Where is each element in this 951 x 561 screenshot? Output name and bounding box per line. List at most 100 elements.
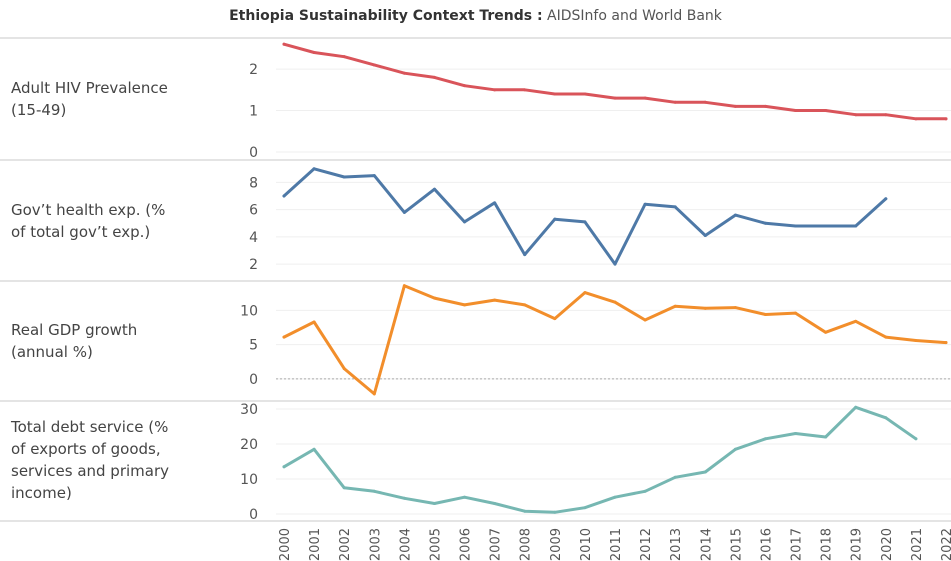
- y-tick-label: 20: [240, 437, 258, 453]
- data-point-gdp: [432, 296, 436, 300]
- y-tick-label: 10: [240, 472, 258, 488]
- x-tick-label: 2009: [549, 528, 564, 561]
- chart-title: Ethiopia Sustainability Context Trends :…: [0, 8, 951, 24]
- x-tick-label: 2019: [850, 528, 865, 561]
- data-point-gdp: [884, 335, 888, 339]
- data-point-gdp: [613, 300, 617, 304]
- x-tick-label: 2007: [489, 528, 504, 561]
- data-point-debt: [673, 475, 677, 479]
- x-tick-label: 2021: [910, 528, 925, 561]
- chart-title-bold: Ethiopia Sustainability Context Trends :: [229, 8, 543, 24]
- x-tick-label: 2022: [940, 528, 951, 561]
- x-tick-label: 2001: [308, 528, 323, 561]
- data-point-hiv: [372, 63, 376, 67]
- row-label-health-exp: Gov’t health exp. (% of total gov’t exp.…: [11, 199, 165, 243]
- x-tick-label: 2000: [278, 528, 293, 561]
- data-point-gdp: [493, 298, 497, 302]
- data-point-gdp: [824, 330, 828, 334]
- data-point-hiv: [282, 42, 286, 46]
- data-point-debt: [553, 510, 557, 514]
- series-line-health: [282, 167, 888, 266]
- row-label-line: services and primary: [11, 462, 170, 480]
- x-tick-label: 2015: [729, 528, 744, 561]
- series-line-debt: [282, 405, 918, 514]
- data-point-debt: [282, 465, 286, 469]
- data-point-debt: [854, 405, 858, 409]
- data-point-debt: [884, 416, 888, 420]
- data-point-gdp: [643, 318, 647, 322]
- data-point-debt: [342, 486, 346, 490]
- row-label-line: of exports of goods,: [11, 440, 161, 458]
- data-point-debt: [733, 447, 737, 451]
- x-tick-label: 2017: [790, 528, 805, 561]
- data-point-hiv: [733, 104, 737, 108]
- y-tick-label: 8: [249, 175, 258, 191]
- data-point-debt: [763, 437, 767, 441]
- y-tick-label: 0: [249, 145, 258, 161]
- data-point-debt: [312, 447, 316, 451]
- data-point-health: [763, 221, 767, 225]
- row-label-hiv: Adult HIV Prevalence (15-49): [11, 77, 168, 121]
- y-tick-label: 1: [249, 104, 258, 120]
- row-label-gdp-growth: Real GDP growth (annual %): [11, 319, 137, 363]
- data-point-gdp: [553, 317, 557, 321]
- data-point-hiv: [824, 109, 828, 113]
- row-label-line: Total debt service (%: [11, 418, 169, 436]
- data-point-debt: [914, 437, 918, 441]
- y-tick-label: 5: [249, 338, 258, 354]
- data-point-health: [794, 224, 798, 228]
- data-point-debt: [794, 432, 798, 435]
- data-point-health: [342, 175, 346, 179]
- data-point-hiv: [643, 96, 647, 100]
- data-point-gdp: [673, 304, 677, 308]
- data-point-hiv: [854, 113, 858, 117]
- x-tick-label: 2014: [699, 528, 714, 561]
- row-label-line: (annual %): [11, 343, 93, 361]
- row-label-line: Adult HIV Prevalence: [11, 79, 168, 97]
- y-tick-label: 0: [249, 372, 258, 388]
- x-tick-label: 2016: [759, 528, 774, 561]
- data-point-debt: [402, 496, 406, 500]
- x-tick-label: 2006: [459, 528, 474, 561]
- data-point-gdp: [794, 311, 798, 315]
- series-line-hiv: [282, 42, 948, 121]
- data-point-gdp: [914, 339, 918, 342]
- data-point-hiv: [553, 92, 557, 96]
- row-label-line: Real GDP growth: [11, 321, 138, 339]
- data-point-health: [372, 174, 376, 178]
- data-point-hiv: [763, 104, 767, 108]
- y-tick-label: 6: [249, 203, 258, 219]
- x-tick-label: 2004: [398, 528, 413, 561]
- data-point-health: [643, 202, 647, 206]
- data-point-hiv: [463, 84, 467, 88]
- data-point-health: [493, 201, 497, 205]
- data-point-hiv: [493, 88, 497, 92]
- data-point-health: [432, 187, 436, 191]
- data-point-gdp: [703, 306, 707, 310]
- data-point-gdp: [372, 392, 376, 396]
- x-tick-label: 2012: [639, 528, 654, 561]
- x-tick-label: 2002: [338, 528, 353, 561]
- data-point-health: [824, 224, 828, 228]
- y-tick-label: 0: [249, 507, 258, 523]
- data-point-health: [673, 205, 677, 209]
- data-point-health: [703, 234, 707, 238]
- data-point-hiv: [703, 100, 707, 104]
- y-tick-label: 10: [240, 303, 258, 319]
- data-point-debt: [703, 470, 707, 474]
- data-point-hiv: [673, 100, 677, 104]
- data-point-health: [402, 210, 406, 214]
- data-point-hiv: [914, 117, 918, 121]
- data-point-health: [463, 220, 467, 224]
- row-label-line: Gov’t health exp. (%: [11, 201, 166, 219]
- data-point-health: [553, 217, 557, 221]
- data-point-debt: [523, 509, 527, 513]
- data-point-health: [583, 220, 587, 224]
- data-point-debt: [493, 502, 497, 505]
- x-tick-label: 2011: [609, 528, 624, 561]
- data-point-health: [733, 213, 737, 217]
- data-point-gdp: [733, 306, 737, 310]
- data-point-gdp: [583, 291, 587, 295]
- data-point-hiv: [312, 51, 316, 55]
